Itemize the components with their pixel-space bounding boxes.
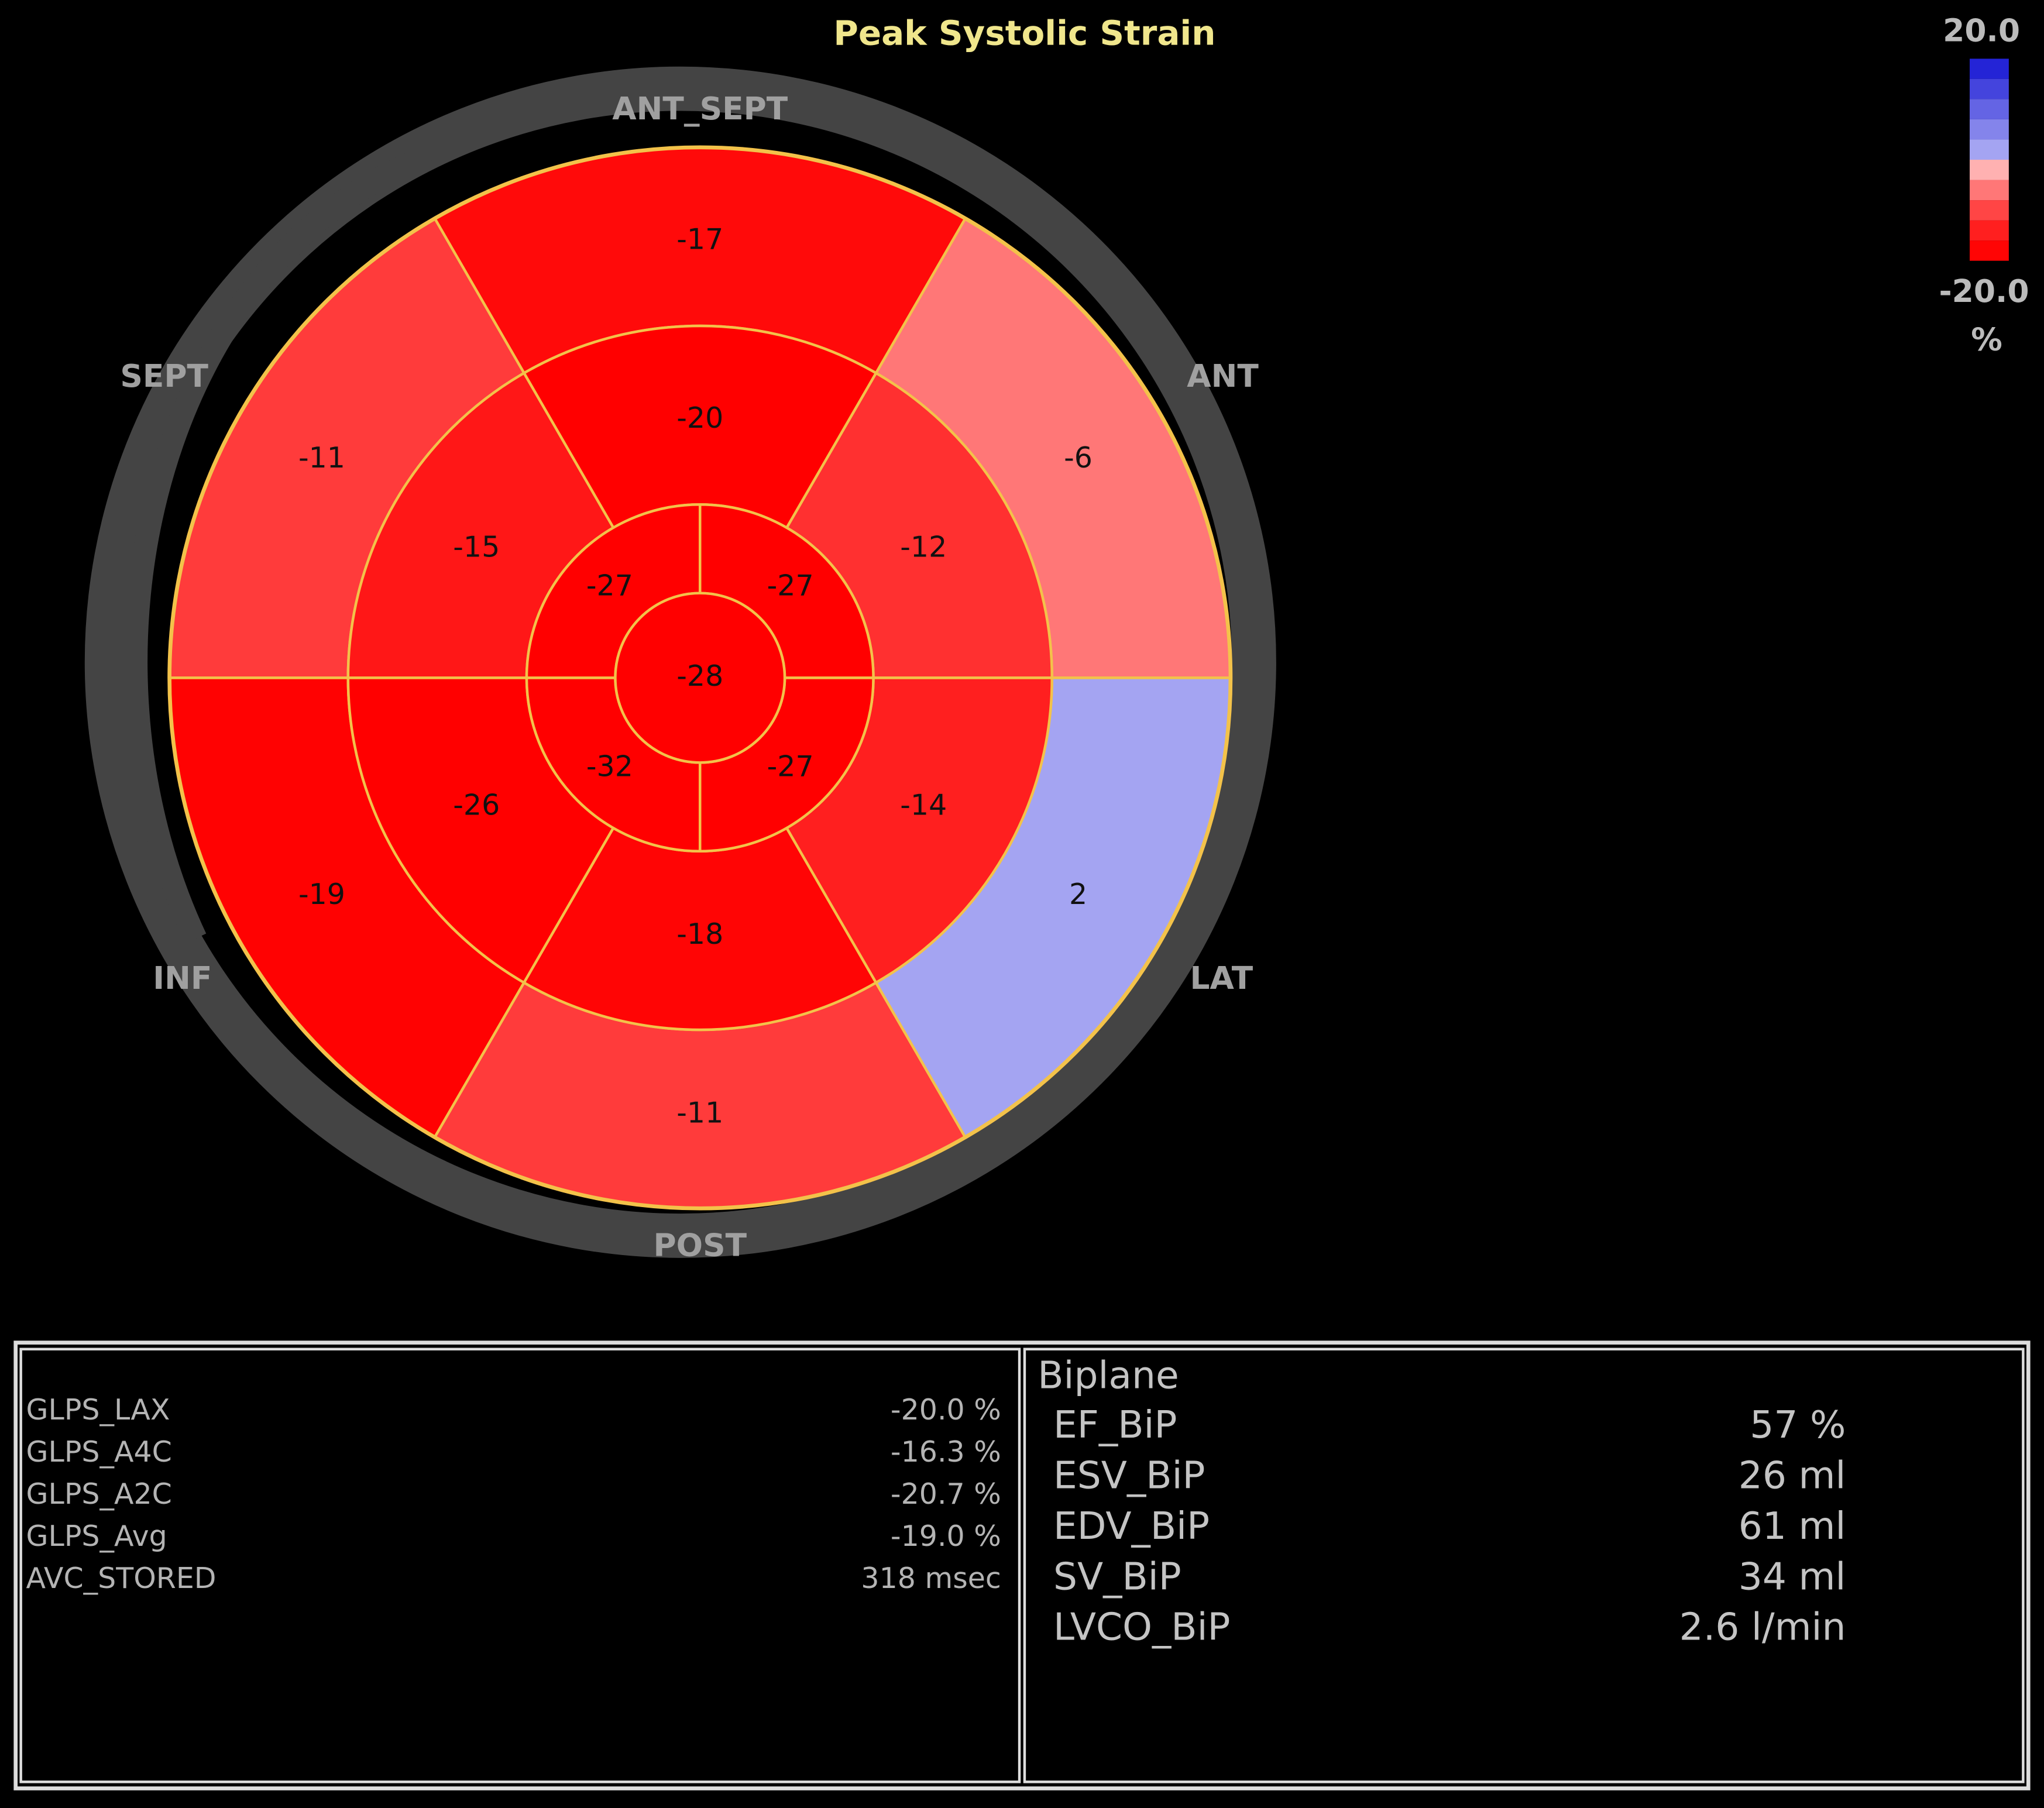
outer-edge <box>167 145 1233 1211</box>
row-value: 57 % <box>1750 1403 1846 1447</box>
segment-value: 2 <box>1069 878 1087 911</box>
colorbar-unit: % <box>1971 321 2002 358</box>
colorbar-band <box>1970 59 2009 79</box>
colorbar-band <box>1970 99 2009 119</box>
segment-value: -18 <box>676 917 723 951</box>
row-label: GLPS_LAX <box>26 1393 170 1427</box>
segment-value: -32 <box>586 750 633 783</box>
row-value: 2.6 l/min <box>1679 1606 1846 1649</box>
segment-value: -19 <box>298 878 345 911</box>
wall-label: LAT <box>1190 960 1253 996</box>
colorbar-band <box>1970 200 2009 221</box>
colorbar-band <box>1970 180 2009 201</box>
row-label: LVCO_BiP <box>1053 1606 1231 1649</box>
inner-loop <box>124 145 434 944</box>
row-value: -19.0 % <box>891 1520 1001 1553</box>
wall-label: POST <box>653 1227 747 1264</box>
segment-value: -12 <box>900 530 947 563</box>
bullseye: -6 -17 -11 -19 -11 2 -12 -20 -15 -26 -18 -14 -27 -27 -… <box>167 145 1233 1211</box>
row-value: 26 ml <box>1739 1453 1846 1497</box>
row-value: 34 ml <box>1739 1555 1846 1599</box>
colorbar-band <box>1970 139 2009 160</box>
colorbar-band <box>1970 119 2009 140</box>
outer-ring <box>84 66 1276 1258</box>
segment-value: -6 <box>1064 441 1093 475</box>
segment-value: -14 <box>900 789 947 822</box>
row-label: SV_BiP <box>1053 1555 1181 1599</box>
wall-label: ANT <box>1187 358 1259 394</box>
colorbar <box>1970 59 2009 261</box>
segment-value: -27 <box>586 569 633 603</box>
title: Peak Systolic Strain <box>833 13 1215 53</box>
row-value: -20.7 % <box>891 1477 1001 1511</box>
colorbar-band <box>1970 78 2009 99</box>
segment-value: -26 <box>453 789 500 822</box>
strain-panel <box>19 1348 1021 1783</box>
tables: GLPS_LAX -20.0 % GLPS_A4C -16.3 % GLPS_A2C -2… <box>26 1393 1846 1649</box>
row-value: -16.3 % <box>891 1435 1001 1469</box>
segment-value: -27 <box>767 750 814 783</box>
row-label: AVC_STORED <box>26 1562 217 1595</box>
row-label: GLPS_A2C <box>26 1477 172 1511</box>
colorbar-band <box>1970 159 2009 180</box>
row-value: 318 msec <box>861 1562 1001 1595</box>
row-label: EF_BiP <box>1053 1403 1177 1447</box>
colorbar-min: -20.0 <box>1939 273 2029 310</box>
colorbar-band <box>1970 240 2009 261</box>
segment-value: -27 <box>767 569 814 603</box>
segment-value: -17 <box>676 223 723 256</box>
wall-label: SEPT <box>120 358 208 394</box>
row-value: 61 ml <box>1739 1504 1846 1548</box>
segment-value: -11 <box>676 1096 723 1129</box>
row-label: GLPS_A4C <box>26 1435 172 1469</box>
row-label: EDV_BiP <box>1053 1504 1210 1548</box>
segment-value: -28 <box>676 659 723 693</box>
colorbar-band <box>1970 220 2009 241</box>
biplane-panel <box>1023 1348 2025 1783</box>
segment <box>614 592 786 764</box>
segment-value: -20 <box>676 401 723 435</box>
segment-value: -11 <box>298 441 345 475</box>
row-value: -20.0 % <box>891 1393 1001 1427</box>
wall-label: INF <box>153 960 212 996</box>
row-label: GLPS_Avg <box>26 1520 167 1553</box>
segment-value: -15 <box>453 530 500 563</box>
biplane-heading: Biplane <box>1038 1353 1179 1397</box>
row-label: ESV_BiP <box>1053 1453 1205 1497</box>
colorbar-max: 20.0 <box>1943 12 2020 49</box>
panel-frame <box>13 1340 2031 1790</box>
wall-label: ANT_SEPT <box>612 90 788 127</box>
